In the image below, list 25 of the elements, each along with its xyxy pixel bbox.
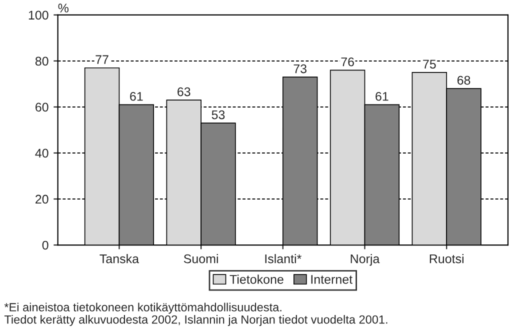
x-tick-label: Tanska (100, 254, 140, 264)
data-label: 76 (341, 57, 354, 66)
text: *Ei aineistoa tietokoneen kotikäyttömahdollisuudesta. (4, 302, 282, 314)
data-label: 53 (212, 110, 225, 120)
data-label: 77 (96, 55, 108, 64)
data-label: 73 (294, 64, 306, 74)
x-tick-label: Ruotsi (430, 254, 464, 264)
data-label: 68 (457, 76, 470, 85)
y-tick-label: 60 (36, 102, 48, 112)
text: Tiedot kerätty alkuvuodesta 2002, Islannin ja Norjan tiedot vuodelta 2001. (4, 315, 388, 326)
y-tick-label: 100 (28, 10, 48, 20)
legend-label: Internet (311, 275, 352, 284)
x-tick-label: Norja (350, 254, 380, 266)
y-tick-label: 0 (42, 240, 48, 250)
y-tick-label: 20 (36, 194, 48, 204)
x-tick-label: Suomi (184, 254, 218, 264)
data-label: 63 (178, 87, 190, 96)
x-tick-label: Islanti* (265, 254, 302, 264)
data-label: 75 (423, 60, 436, 69)
y-axis-title: % (58, 4, 68, 12)
y-tick-label: 80 (35, 56, 48, 66)
data-label: 61 (376, 92, 388, 101)
y-tick-label: 40 (35, 148, 48, 158)
legend-label: Tietokone (230, 274, 284, 284)
data-label: 61 (130, 92, 143, 101)
